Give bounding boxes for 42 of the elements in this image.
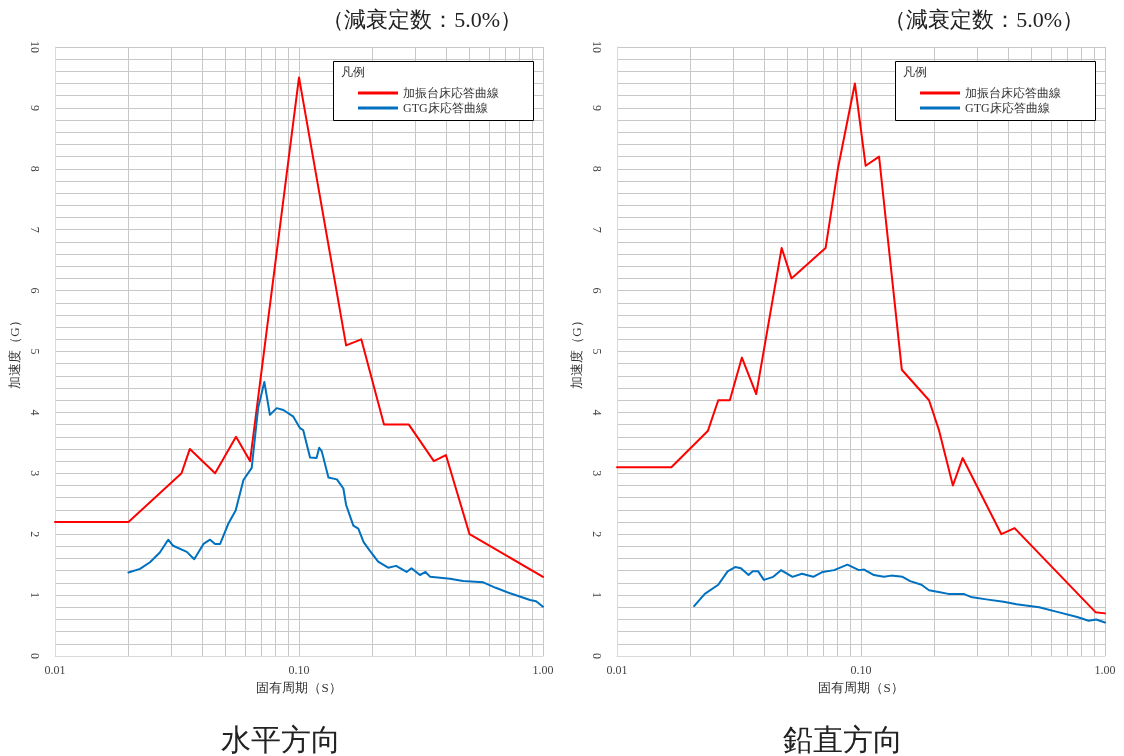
y-tick-label: 6 [590,287,604,294]
y-tick-label: 3 [590,470,604,477]
text: 水平方向 [221,722,341,756]
y-tick-label: 1 [590,592,604,599]
legend-label: GTG床応答曲線 [403,101,488,115]
y-tick-label: 4 [28,409,42,416]
legend-label: 加振台床応答曲線 [403,86,499,100]
x-tick-label: 1.00 [532,663,554,677]
y-tick-label: 2 [590,531,604,538]
x-axis-title: 固有周期（S） [818,679,904,695]
x-axis-title: 固有周期（S） [256,679,342,695]
y-tick-label: 4 [590,409,604,416]
y-tick-label: 0 [28,653,42,659]
text: 鉛直方向 [783,722,903,756]
chart-subtitle: （減衰定数：5.0%） [322,6,522,32]
y-tick-label: 8 [28,165,42,172]
y-tick-label: 5 [590,348,604,355]
y-tick-label: 9 [28,104,42,111]
x-tick-label: 0.01 [606,663,628,677]
y-tick-label: 2 [28,531,42,538]
y-axis-title: 加速度（G） [7,314,22,389]
y-tick-label: 7 [590,226,604,233]
legend-label: 加振台床応答曲線 [965,86,1061,100]
x-tick-label: 0.10 [850,663,872,677]
y-tick-label: 1 [28,592,42,599]
x-tick-label: 0.01 [44,663,66,677]
legend-label: GTG床応答曲線 [965,101,1050,115]
y-tick-label: 7 [28,226,42,233]
chart-subtitle: （減衰定数：5.0%） [884,6,1084,32]
y-tick-label: 0 [590,653,604,659]
y-axis-title: 加速度（G） [569,314,584,389]
y-tick-label: 10 [590,41,604,53]
legend-title: 凡例 [903,65,927,79]
x-tick-label: 0.10 [288,663,310,677]
y-tick-label: 8 [590,165,604,172]
legend-title: 凡例 [341,65,365,79]
y-tick-label: 9 [590,104,604,111]
y-tick-label: 10 [28,41,42,53]
y-tick-label: 5 [28,348,42,355]
y-tick-label: 6 [28,287,42,294]
y-tick-label: 3 [28,470,42,477]
x-tick-label: 1.00 [1094,663,1116,677]
